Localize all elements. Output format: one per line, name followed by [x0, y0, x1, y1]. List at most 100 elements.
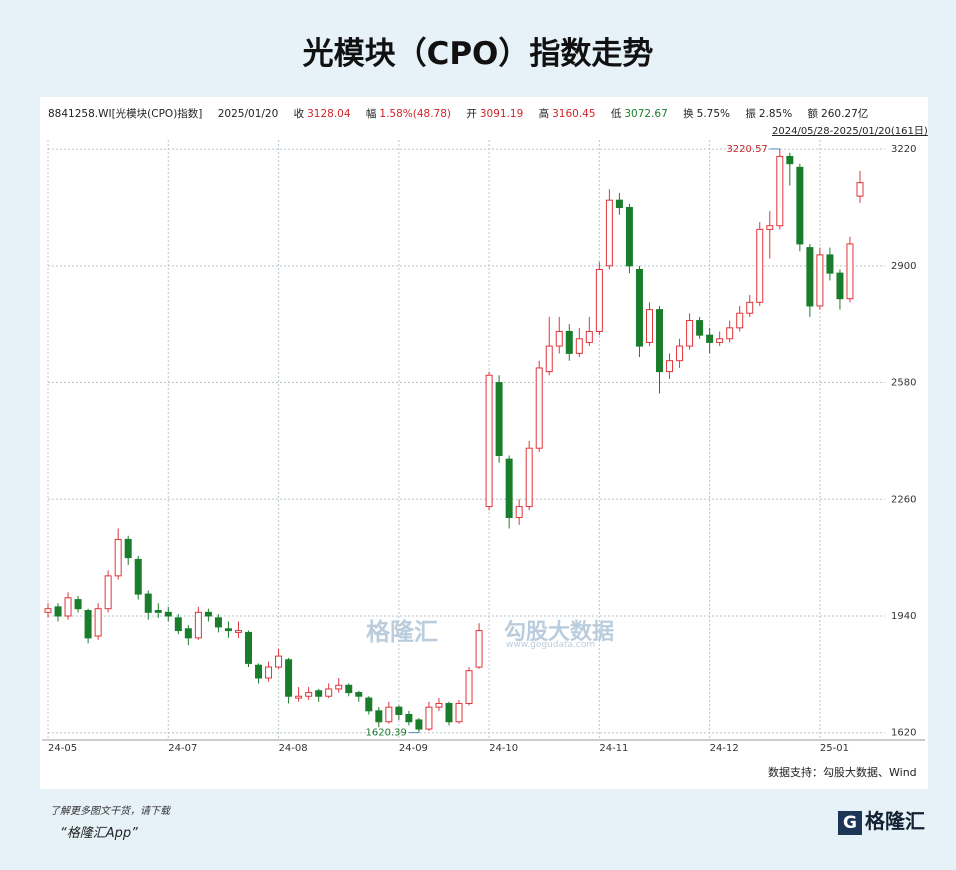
y-tick-label: 1940 [891, 611, 916, 622]
candle-body [656, 309, 664, 373]
candle-body [64, 597, 72, 617]
candle-body [505, 458, 513, 519]
candle-body [345, 684, 353, 694]
y-tick-label: 3220 [891, 144, 916, 155]
label: 低 [610, 108, 622, 120]
candle-body [455, 703, 463, 723]
candle-body [826, 254, 834, 274]
candle-body [395, 706, 403, 715]
candle-body [716, 338, 724, 343]
close-value: 3128.04 [307, 108, 351, 120]
label: 高 [538, 108, 550, 120]
turnover-value: 5.75% [696, 108, 730, 120]
candle-body [445, 703, 453, 723]
candle-body [776, 155, 784, 227]
date-range[interactable]: 2024/05/28-2025/01/20(161日) [772, 126, 928, 137]
label: 额 [807, 108, 819, 120]
candle-body [846, 243, 854, 300]
candle-body [425, 706, 433, 730]
candle-body [315, 690, 323, 697]
candle-body [696, 320, 704, 336]
candle-body [184, 628, 192, 639]
candle-body [74, 599, 82, 610]
date: 2025/01/20 [217, 108, 279, 120]
title: 光模块（CPO）指数走势 [302, 36, 654, 72]
candle-body [585, 330, 593, 343]
x-tick-label: 25-01 [820, 743, 849, 754]
candle-body [555, 330, 563, 347]
candle-body [405, 713, 413, 723]
candle-body [224, 628, 232, 632]
label: 振 [745, 108, 756, 120]
change-value: 1.58%(48.78) [379, 108, 451, 120]
candle-body [525, 447, 533, 508]
candle-body [766, 225, 774, 230]
candle-body [435, 703, 443, 708]
amplitude-value: 2.85% [758, 108, 793, 120]
candle-body [645, 309, 653, 343]
amount-value: 260.27亿 [821, 108, 869, 120]
candle-body [285, 659, 293, 697]
candle-body [104, 575, 112, 610]
candle-body [164, 611, 172, 617]
logo-text: 格隆汇 [865, 809, 925, 833]
candle-body [385, 706, 393, 723]
candle-body [234, 630, 242, 633]
candle-body [615, 199, 623, 208]
candle-body [595, 268, 603, 332]
candle-body [124, 538, 132, 559]
candle-body [856, 182, 864, 197]
candle-body [214, 617, 222, 628]
candle-body [726, 327, 734, 340]
candle-body [756, 228, 764, 303]
candle-body [325, 688, 333, 697]
candle-body [475, 630, 483, 668]
x-tick-label: 24-11 [599, 743, 628, 754]
data-source: 数据支持：勾股大数据、Wind [768, 766, 917, 779]
candle-body [676, 345, 684, 362]
min-label: 1620.39 [366, 728, 407, 739]
candle-body [535, 367, 543, 449]
candle-body [44, 608, 52, 613]
index-code: 8841258.WI[光模块(CPO)指数] [48, 108, 203, 120]
candle-body [295, 695, 303, 699]
x-tick-label: 24-08 [279, 743, 308, 754]
candle-body [666, 360, 674, 373]
candle-body [816, 254, 824, 307]
label: 换 [683, 108, 694, 120]
candle-body [706, 334, 714, 343]
high-value: 3160.45 [552, 108, 596, 120]
candle-body [575, 338, 583, 354]
candle-body [204, 611, 212, 617]
candle-body [605, 199, 613, 267]
candle-body [375, 710, 383, 723]
candle-body [335, 684, 343, 690]
open-value: 3091.19 [479, 108, 524, 120]
watermark-brand: 格隆汇 [366, 618, 438, 646]
candle-body [144, 593, 152, 613]
promo-text: 了解更多图文干货，请下载 [50, 806, 170, 817]
candle-body [265, 666, 273, 679]
candle-body [275, 655, 283, 668]
candle-body [565, 330, 573, 354]
candle-body [355, 692, 363, 697]
candle-body [465, 670, 473, 705]
candle-body [515, 506, 523, 519]
candle-body [84, 610, 92, 639]
label: 收 [293, 108, 305, 120]
candle-body [415, 719, 423, 730]
x-tick-label: 24-05 [48, 743, 77, 754]
candle-body [134, 558, 142, 595]
y-tick-label: 1620 [891, 728, 916, 739]
candle-body [635, 268, 643, 347]
candle-body [495, 382, 503, 457]
candle-body [806, 247, 814, 307]
x-tick-label: 24-09 [399, 743, 428, 754]
y-tick-label: 2580 [891, 378, 916, 389]
candle-body [485, 374, 493, 508]
max-label: 3220.57 [726, 144, 767, 155]
candle-body [194, 611, 202, 639]
x-tick-label: 24-07 [168, 743, 197, 754]
